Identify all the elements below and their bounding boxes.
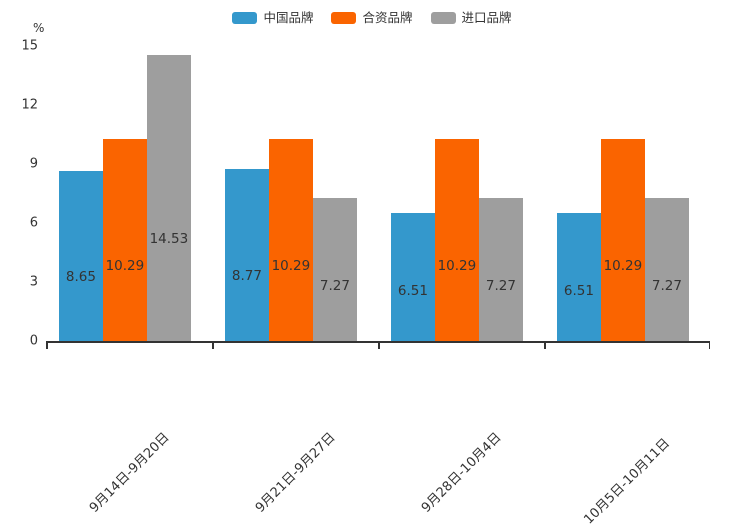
bar-value-label: 7.27 (485, 277, 516, 294)
x-axis-category-label: 9月21日-9月27日 (252, 430, 339, 516)
bar-value-label: 7.27 (651, 277, 682, 294)
bar-group: 8.77 10.29 7.27 (224, 46, 357, 341)
x-axis-category-label: 9月14日-9月20日 (86, 430, 173, 516)
bar-value-label: 7.27 (319, 277, 350, 294)
bar-value-label: 10.29 (271, 258, 311, 275)
bar[interactable]: 10.29 (268, 138, 313, 341)
bar[interactable]: 10.29 (600, 138, 645, 341)
bar-value-label: 14.53 (149, 230, 189, 247)
legend-swatch-icon-0 (232, 12, 258, 25)
x-axis-tick (378, 342, 380, 349)
bar-value-label: 10.29 (105, 258, 145, 275)
legend-item-0[interactable]: 中国品牌 (232, 10, 314, 25)
y-axis-tick-label: 6 (29, 215, 38, 231)
bar[interactable]: 7.27 (644, 198, 689, 341)
bar-value-label: 6.51 (397, 282, 428, 299)
bar[interactable]: 7.27 (312, 198, 357, 341)
x-axis-tick (212, 342, 214, 349)
bar[interactable]: 10.29 (102, 138, 147, 341)
bar[interactable]: 10.29 (434, 138, 479, 341)
x-axis-tick (544, 342, 546, 349)
x-axis-tick-end (708, 342, 710, 349)
x-axis-tick (46, 342, 48, 349)
y-axis-tick-label: 0 (29, 333, 38, 349)
bar-value-label: 10.29 (437, 258, 477, 275)
legend-label-2: 进口品牌 (461, 10, 512, 25)
bar-value-label: 8.65 (65, 268, 96, 285)
bar-value-label: 10.29 (603, 258, 643, 275)
legend-label-1: 合资品牌 (362, 10, 413, 25)
bar-group: 8.65 10.29 14.53 (58, 46, 191, 341)
legend-label-0: 中国品牌 (263, 10, 314, 25)
plot-area: 8.65 10.29 14.53 8.77 10.29 7.27 6.51 10.29 7.27… (46, 46, 710, 341)
bar[interactable]: 6.51 (556, 212, 601, 341)
chart-legend: 中国品牌 合资品牌 进口品牌 (0, 10, 744, 25)
legend-item-1[interactable]: 合资品牌 (331, 10, 413, 25)
x-axis-category-label: 10月5日-10月11日 (580, 435, 673, 528)
legend-item-2[interactable]: 进口品牌 (430, 10, 512, 25)
bar-group: 6.51 10.29 7.27 (556, 46, 689, 341)
bar-group: 6.51 10.29 7.27 (390, 46, 523, 341)
bar[interactable]: 6.51 (390, 212, 435, 341)
bar[interactable]: 7.27 (478, 198, 523, 341)
bar[interactable]: 14.53 (146, 55, 191, 341)
bar-value-label: 8.77 (231, 268, 262, 285)
y-axis-unit-label: % (33, 21, 45, 35)
legend-swatch-icon-1 (331, 12, 357, 25)
bar[interactable]: 8.65 (58, 170, 103, 341)
legend-swatch-icon-2 (430, 12, 456, 25)
bar-value-label: 6.51 (563, 282, 594, 299)
x-axis-category-label: 9月28日-10月4日 (418, 430, 505, 516)
x-axis-line (46, 341, 710, 343)
y-axis-tick-label: 3 (29, 274, 38, 290)
bar[interactable]: 8.77 (224, 168, 269, 341)
y-axis-tick-labels: 0 3 6 9 12 15 (0, 0, 38, 496)
y-axis-tick-label: 12 (21, 97, 38, 113)
y-axis-tick-label: 15 (21, 38, 38, 54)
y-axis-tick-label: 9 (29, 156, 38, 172)
